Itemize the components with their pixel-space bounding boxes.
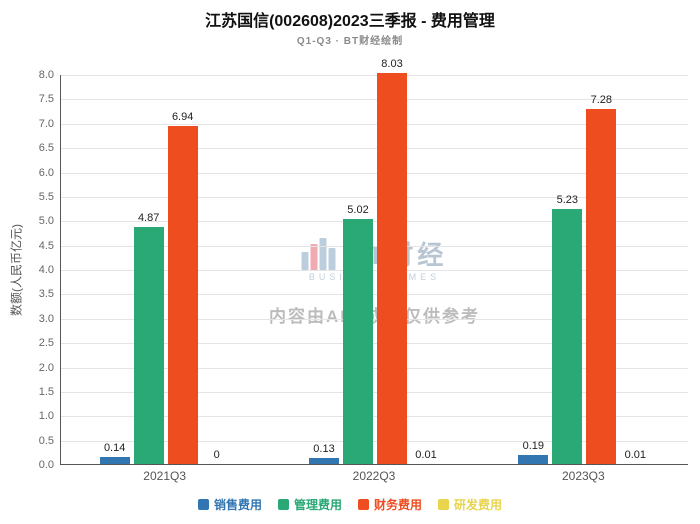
bar-value-label: 0.01 — [624, 449, 647, 461]
bar-value-label: 0.14 — [103, 442, 126, 454]
legend-item[interactable]: 财务费用 — [358, 496, 422, 513]
y-tick-label: 8.0 — [38, 69, 54, 81]
bar-value-label: 0 — [213, 449, 220, 461]
bar-value-label: 8.03 — [381, 58, 403, 70]
bar-value-label: 0.01 — [415, 449, 437, 461]
bar — [377, 73, 407, 464]
gridline — [61, 172, 688, 174]
y-tick-label: 3.5 — [38, 288, 54, 301]
legend-swatch — [277, 499, 289, 510]
bar — [518, 455, 549, 464]
x-tick-label: 2022Q3 — [352, 469, 396, 483]
legend-label: 财务费用 — [374, 498, 423, 512]
watermark-logo-row: BT财经 — [269, 238, 480, 270]
y-tick-label: 0.0 — [38, 459, 54, 471]
gridline — [61, 367, 688, 369]
legend-swatch — [358, 499, 369, 510]
bar — [99, 457, 130, 464]
y-tick-label: 4.0 — [38, 264, 54, 276]
bar-value-label: 0.13 — [313, 443, 335, 455]
bar-value-label: 5.02 — [347, 204, 369, 216]
plot-area: BT财经 BUSINESS TIMES 内容由AI生成，仅供参考 0.14 4.8… — [60, 58, 688, 465]
x-tick-label: 2023Q3 — [561, 469, 605, 483]
gridline — [61, 294, 688, 296]
gridline — [61, 391, 688, 393]
bar-value-label: 7.28 — [590, 94, 613, 106]
gridline — [61, 123, 688, 125]
bar-value-label: 6.94 — [171, 111, 194, 123]
legend-item[interactable]: 研发费用 — [438, 496, 502, 513]
watermark-disclaimer: 内容由AI生成，仅供参考 — [269, 307, 480, 326]
gridline — [61, 416, 688, 418]
legend-label: 销售费用 — [213, 498, 262, 512]
y-tick-label: 4.5 — [38, 239, 54, 252]
chart-subtitle: Q1-Q3 · BT财经绘制 — [296, 36, 404, 47]
y-tick-label: 6.0 — [38, 166, 54, 179]
legend-label: 管理费用 — [293, 498, 342, 512]
gridline — [61, 440, 688, 442]
legend-item[interactable]: 销售费用 — [197, 496, 262, 513]
y-axis: 0.0 0.5 1.0 1.5 2.0 2.5 3.0 3.5 4.0 4.5 5.0 5.5 6.0 6… — [0, 69, 54, 471]
legend-swatch — [438, 499, 450, 510]
legend-swatch — [197, 499, 209, 510]
watermark-brand-sub: BUSINESS TIMES — [308, 272, 441, 282]
chart-title: 江苏国信(002608)2023三季报 - 费用管理 — [205, 13, 495, 30]
legend-label: 研发费用 — [454, 498, 503, 512]
bar-value-label: 5.23 — [556, 194, 579, 206]
x-axis: 2021Q3 2022Q3 2023Q3 — [60, 469, 688, 485]
bar — [309, 458, 339, 464]
gridline — [61, 270, 688, 271]
gridline — [61, 148, 688, 150]
gridline — [61, 318, 688, 320]
bar — [552, 209, 583, 464]
y-tick-label: 2.0 — [38, 361, 54, 374]
bar — [586, 109, 617, 464]
gridline — [61, 343, 688, 345]
y-tick-label: 3.0 — [38, 312, 54, 325]
legend-item[interactable]: 管理费用 — [277, 496, 342, 513]
x-tick-label: 2021Q3 — [143, 469, 186, 483]
y-tick-label: 1.5 — [38, 385, 54, 398]
gridline — [61, 245, 688, 247]
gridline — [61, 75, 688, 76]
bar-value-label: 0.19 — [522, 440, 545, 452]
y-tick-label: 1.0 — [38, 410, 54, 423]
bar — [133, 227, 164, 464]
y-tick-label: 0.5 — [38, 434, 54, 447]
y-tick-label: 5.5 — [38, 190, 54, 203]
y-tick-label: 6.5 — [38, 142, 54, 155]
y-tick-label: 7.5 — [38, 93, 54, 106]
bar-value-label: 4.87 — [137, 212, 160, 224]
gridline — [61, 221, 688, 223]
gridline — [61, 196, 688, 198]
y-tick-label: 5.0 — [38, 215, 54, 228]
bar — [167, 126, 198, 464]
y-tick-label: 7.0 — [38, 117, 54, 130]
watermark: BT财经 BUSINESS TIMES 内容由AI生成，仅供参考 — [269, 238, 480, 327]
legend: 销售费用 管理费用 财务费用 研发费用 — [0, 496, 700, 513]
bar — [343, 219, 373, 464]
y-tick-label: 2.5 — [38, 337, 54, 350]
gridline — [61, 99, 688, 101]
bt-bars-logo-icon — [301, 238, 336, 270]
